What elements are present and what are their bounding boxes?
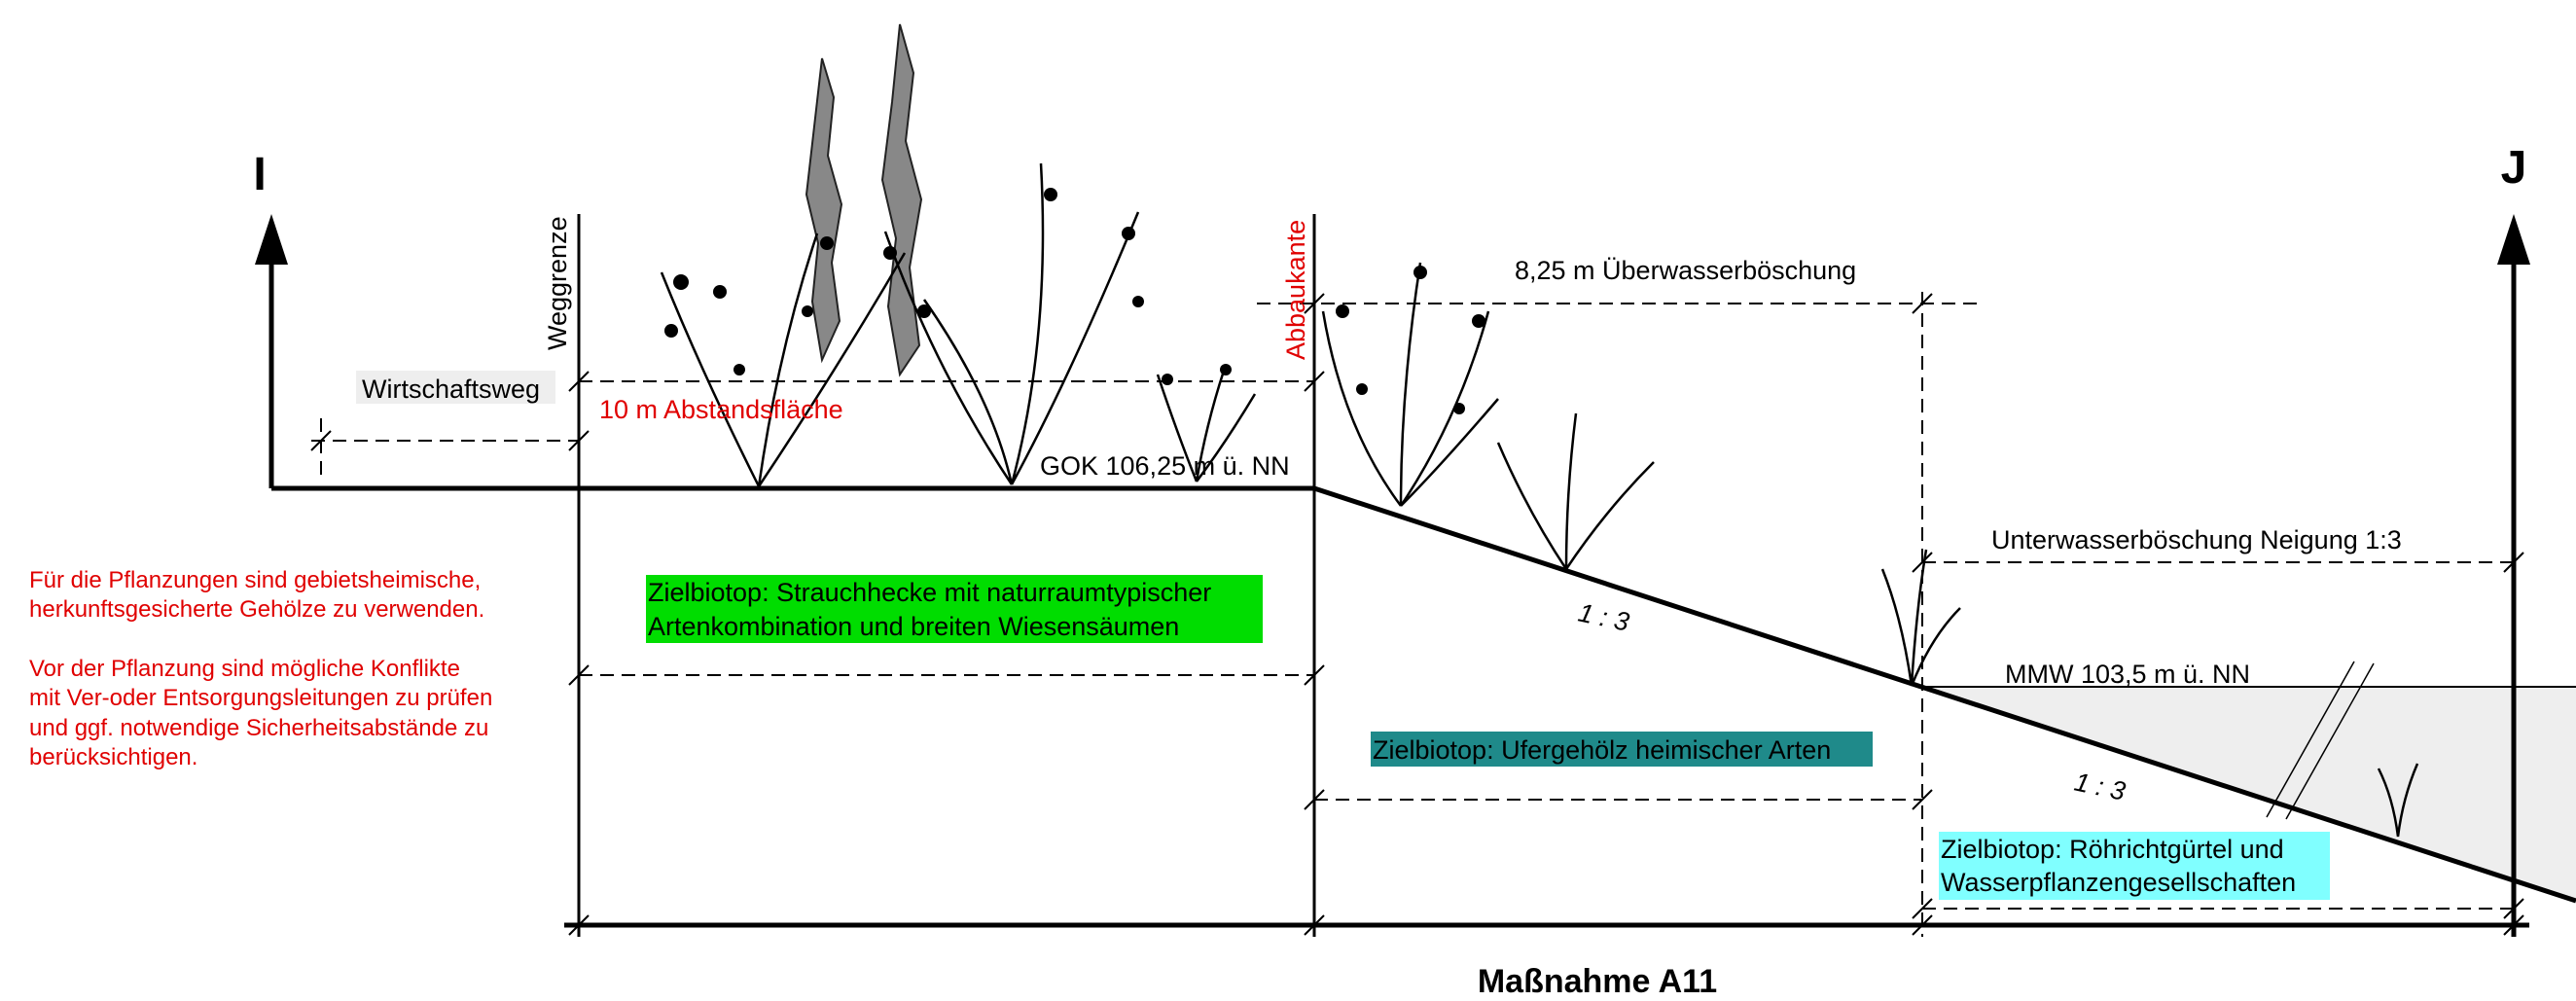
biotope-box bbox=[1371, 732, 1873, 767]
section-marker: J bbox=[2501, 142, 2527, 194]
biotope-text: Zielbiotop: Röhrichtgürtel und bbox=[1941, 835, 2284, 864]
note-line: Für die Pflanzungen sind gebietsheimisch… bbox=[29, 567, 481, 593]
label-background bbox=[356, 371, 555, 404]
note-line: mit Ver-oder Entsorgungsleitungen zu prü… bbox=[29, 685, 492, 711]
label-mmw: MMW 103,5 m ü. NN bbox=[2005, 660, 2250, 689]
label-ueberwasser: 8,25 m Überwasserböschung bbox=[1515, 256, 1856, 285]
label-abbaukante: Abbaukante bbox=[1281, 220, 1310, 360]
note-line: herkunftsgesicherte Gehölze zu verwenden… bbox=[29, 596, 484, 623]
vegetation bbox=[660, 23, 2419, 838]
note-line: Vor der Pflanzung sind mögliche Konflikt… bbox=[29, 656, 460, 682]
label-unterwasser: Unterwasserböschung Neigung 1:3 bbox=[1991, 525, 2402, 554]
title: Maßnahme A11 bbox=[1478, 963, 1717, 1000]
arrowhead bbox=[2497, 214, 2530, 265]
label-wirtschaftsweg: Wirtschaftsweg bbox=[362, 375, 540, 404]
section-marker: I bbox=[253, 149, 266, 200]
biotope-box bbox=[1939, 832, 2330, 900]
slope-label: 1 : 3 bbox=[1576, 598, 1632, 637]
biotope-box bbox=[646, 575, 1263, 643]
biotope-text: Zielbiotop: Strauchhecke mit naturraumty… bbox=[648, 578, 1211, 607]
note-line: und ggf. notwendige Sicherheitsabstände … bbox=[29, 715, 488, 741]
slope-label: 1 : 3 bbox=[2072, 768, 2129, 806]
break-mark bbox=[2285, 662, 2375, 820]
tick-marks bbox=[310, 293, 2524, 936]
note-line: berücksichtigen. bbox=[29, 744, 197, 770]
notes: Für die Pflanzungen sind gebietsheimisch… bbox=[29, 567, 492, 770]
label-weggrenze: Weggrenze bbox=[543, 216, 572, 350]
biotope-text: Zielbiotop: Ufergehölz heimischer Arten bbox=[1373, 735, 1831, 765]
biotope-text: Artenkombination und breiten Wiesensäume… bbox=[648, 612, 1179, 641]
break-mark bbox=[2266, 661, 2355, 818]
arrowhead bbox=[255, 214, 288, 265]
biotope-text: Wasserpflanzengesellschaften bbox=[1941, 868, 2296, 897]
label-abstand: 10 m Abstandsfläche bbox=[599, 395, 843, 424]
label-gok: GOK 106,25 m ü. NN bbox=[1040, 451, 1290, 481]
